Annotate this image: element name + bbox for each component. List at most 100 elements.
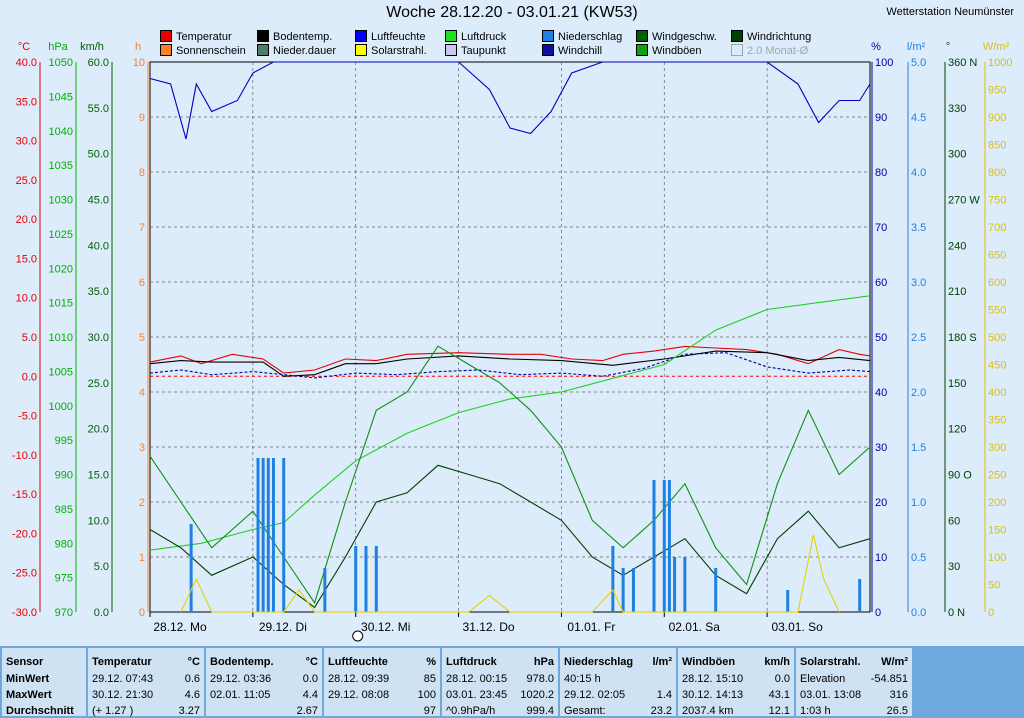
temp-unit-label: °C (18, 41, 30, 53)
stats-time: ^0.9hPa/h (446, 705, 496, 717)
humidity-tick-label: 0 (875, 607, 881, 619)
hours-tick-label: 2 (139, 497, 145, 509)
stats-time: 29.12. 07:43 (92, 673, 154, 685)
stats-value: 43.1 (768, 689, 790, 701)
solar-tick-label: 650 (988, 250, 1006, 262)
stats-value: 3.27 (178, 705, 200, 717)
stats-time: 40:15 h (564, 673, 601, 685)
dir-tick-label: 240 (948, 240, 966, 252)
pressure-tick-label: 1010 (49, 332, 73, 344)
legend-item-2-0-monat-: 2.0 Monat-Ø (731, 44, 808, 57)
dir-tick-label: 360 N (948, 57, 977, 69)
dir-tick-label: 150 (948, 378, 966, 390)
stats-time: 29.12. 03:36 (210, 673, 272, 685)
humidity-tick-label: 70 (875, 222, 887, 234)
dir-tick-label: 210 (948, 286, 966, 298)
solar-tick-label: 550 (988, 305, 1006, 317)
temp-tick-label: 40.0 (16, 57, 37, 69)
stats-unit: km/h (764, 656, 790, 668)
stats-value: 999.4 (526, 705, 554, 717)
legend-label: 2.0 Monat-Ø (747, 45, 809, 57)
legend-item-luftdruck: Luftdruck (445, 30, 506, 43)
x-tick-label: 03.01. So (771, 620, 823, 634)
solar-tick-label: 50 (988, 580, 1000, 592)
solar-tick-label: 0 (988, 607, 994, 619)
solar-unit-label: W/m² (983, 41, 1010, 53)
stats-value: 4.4 (302, 689, 318, 701)
wind-tick-label: 15.0 (88, 470, 109, 482)
wind-tick-label: 40.0 (88, 240, 109, 252)
legend-label: Sonnenschein (176, 45, 246, 57)
legend-label: Solarstrahl. (371, 45, 427, 57)
legend-label: Windgeschw. (652, 31, 717, 43)
series-niederschlag-bar (266, 458, 270, 612)
series-windgeschw--line (149, 464, 871, 609)
series-niederschlag-bar (652, 480, 656, 612)
wind-tick-label: 60.0 (88, 57, 109, 69)
rain-tick-label: 4.0 (911, 167, 926, 179)
pressure-tick-label: 1040 (49, 126, 73, 138)
legend-item-niederschlag: Niederschlag (542, 30, 622, 43)
series-luftfeuchte-line (149, 61, 871, 140)
legend-swatch (257, 30, 269, 42)
series-niederschlag-bar (662, 480, 666, 612)
legend-label: Nieder.dauer (273, 45, 336, 57)
legend-swatch (731, 30, 743, 42)
pressure-tick-label: 975 (55, 573, 73, 585)
solar-tick-label: 850 (988, 140, 1006, 152)
stats-sensor-col: Sensor MinWert MaxWert Durchschnitt (2, 648, 86, 717)
solar-tick-label: 500 (988, 332, 1006, 344)
legend-item-nieder-dauer: Nieder.dauer (257, 44, 336, 57)
pressure-tick-label: 990 (55, 470, 73, 482)
legend-item-windgeschw-: Windgeschw. (636, 30, 717, 43)
rain-tick-label: 2.0 (911, 387, 926, 399)
legend-label: Windrichtung (747, 31, 812, 43)
solar-tick-label: 700 (988, 222, 1006, 234)
wind-tick-label: 25.0 (88, 378, 109, 390)
stats-time: 03.01. 23:45 (446, 689, 508, 701)
legend-item-solarstrahl-: Solarstrahl. (355, 44, 427, 57)
wind-tick-label: 10.0 (88, 515, 109, 527)
stats-value: -54.851 (870, 673, 908, 685)
solar-tick-label: 800 (988, 167, 1006, 179)
pressure-tick-label: 1015 (49, 298, 73, 310)
temp-tick-label: 35.0 (16, 96, 37, 108)
temp-tick-label: 0.0 (22, 371, 37, 383)
humidity-tick-label: 40 (875, 387, 887, 399)
pressure-unit-label: hPa (48, 41, 68, 53)
dir-tick-label: 300 (948, 149, 966, 161)
stats-value: 12.1 (768, 705, 790, 717)
legend-swatch (445, 44, 457, 56)
stats-time: 29.12. 02:05 (564, 689, 626, 701)
humidity-tick-label: 20 (875, 497, 887, 509)
stats-time: (+ 1.27 ) (92, 705, 134, 717)
stats-unit: W/m² (881, 656, 908, 668)
stats-max-label: MaxWert (6, 689, 52, 701)
legend-label: Windböen (652, 45, 702, 57)
stats-time: Gesamt: (564, 705, 606, 717)
stats-time: Elevation (800, 673, 846, 685)
stats-header: Solarstrahl. (800, 656, 861, 668)
humidity-tick-label: 100 (875, 57, 893, 69)
legend-item-windrichtung: Windrichtung (731, 30, 811, 43)
legend-swatch (445, 30, 457, 42)
dir-tick-label: 0 N (948, 607, 965, 619)
pressure-tick-label: 1005 (49, 366, 73, 378)
legend-swatch (160, 30, 172, 42)
rain-tick-label: 1.5 (911, 442, 926, 454)
series-niederschlag-bar (631, 568, 635, 612)
chart-title: Woche 28.12.20 - 03.01.21 (KW53) (386, 4, 638, 21)
stats-value: 26.5 (886, 705, 908, 717)
stats-value: 85 (423, 673, 436, 685)
pressure-tick-label: 1025 (49, 229, 73, 241)
series-niederschlag-bar (364, 546, 368, 612)
series-solarstrahl--line (180, 534, 840, 613)
stats-header: Windböen (682, 656, 736, 668)
series-niederschlag-bar (858, 579, 862, 612)
legend-item-bodentemp-: Bodentemp. (257, 30, 332, 43)
series-niederschlag-bar (667, 480, 671, 612)
pressure-tick-label: 1000 (49, 401, 73, 413)
weather-chart: 40.035.030.025.020.015.010.05.00.0-5.0-1… (12, 41, 1012, 642)
legend-item-temperatur: Temperatur (160, 30, 232, 43)
dir-tick-label: 270 W (948, 195, 980, 207)
